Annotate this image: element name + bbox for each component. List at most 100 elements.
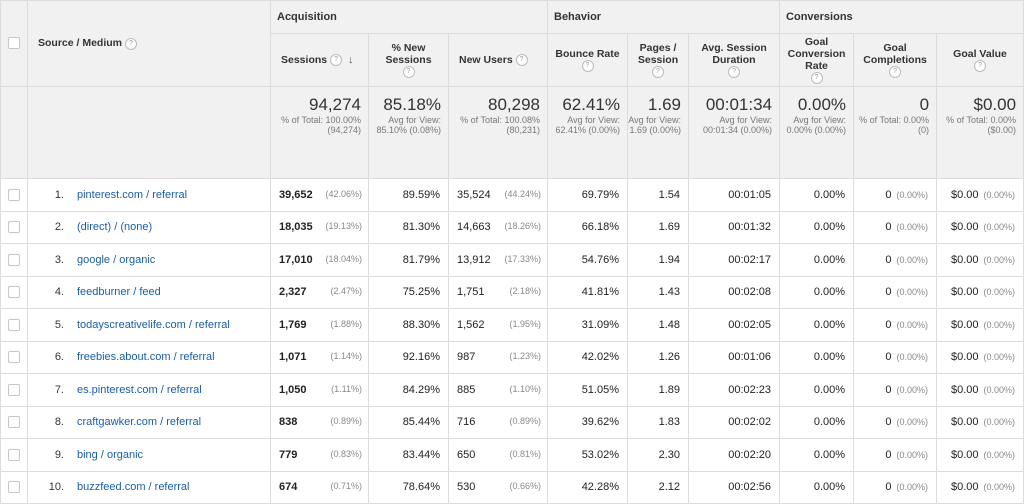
sessions-value: 18,035 bbox=[279, 221, 313, 234]
help-icon[interactable]: ? bbox=[728, 66, 741, 79]
avg-duration-label: Avg. Session Duration bbox=[701, 41, 767, 66]
help-icon[interactable]: ? bbox=[810, 72, 823, 85]
bounce-rate-value: 69.79% bbox=[547, 178, 628, 212]
sessions-value: 1,769 bbox=[279, 318, 307, 331]
goal-completions-cell: 0 (0.00%) bbox=[853, 243, 938, 277]
pages-session-value: 2.30 bbox=[627, 438, 689, 472]
goal-value-pct: (0.00%) bbox=[983, 482, 1016, 493]
table-row: 5. todayscreativelife.com / referral 1,76… bbox=[0, 308, 1024, 342]
row-checkbox[interactable] bbox=[8, 286, 20, 299]
new-sessions-value: 92.16% bbox=[368, 340, 449, 374]
source-medium-link[interactable]: (direct) / (none) bbox=[77, 221, 153, 234]
help-icon[interactable]: ? bbox=[974, 60, 987, 73]
source-medium-link[interactable]: google / organic bbox=[77, 253, 156, 266]
new-sessions-value: 81.79% bbox=[368, 243, 449, 277]
bounce-rate-header[interactable]: Bounce Rate ? bbox=[547, 33, 628, 87]
help-icon[interactable]: ? bbox=[330, 54, 343, 67]
pages-session-value: 1.94 bbox=[627, 243, 689, 277]
row-index: 7. bbox=[54, 383, 64, 396]
source-medium-link[interactable]: es.pinterest.com / referral bbox=[77, 383, 202, 396]
bounce-rate-value: 41.81% bbox=[547, 275, 628, 309]
row-index: 10. bbox=[48, 481, 64, 494]
new-users-cell: 716 (0.89%) bbox=[448, 405, 548, 439]
source-medium-link[interactable]: todayscreativelife.com / referral bbox=[77, 318, 230, 331]
goal-value-pct: (0.00%) bbox=[983, 254, 1016, 265]
new-users-value: 1,751 bbox=[457, 286, 485, 299]
row-checkbox[interactable] bbox=[8, 188, 20, 201]
total-new-users: 80,298% of Total: 100.08% (80,231) bbox=[448, 86, 548, 179]
goal-completions-value: 0 bbox=[885, 253, 892, 266]
group-conversions: Conversions bbox=[779, 0, 1024, 34]
source-medium-link[interactable]: pinterest.com / referral bbox=[77, 188, 188, 201]
goal-conv-rate-header[interactable]: Goal Conversion Rate ? bbox=[779, 33, 855, 87]
row-checkbox[interactable] bbox=[8, 416, 20, 429]
source-medium-link[interactable]: feedburner / feed bbox=[77, 286, 161, 299]
goal-completions-cell: 0 (0.00%) bbox=[853, 275, 938, 309]
pages-session-header[interactable]: Pages / Session ? bbox=[627, 33, 689, 87]
sessions-cell: 39,652 (42.06%) bbox=[270, 178, 369, 212]
total-goal-conv-rate-value: 0.00% bbox=[797, 95, 847, 114]
select-all-checkbox[interactable] bbox=[8, 37, 20, 50]
row-checkbox-cell bbox=[0, 178, 28, 212]
total-goal-value-sub: % of Total: 0.00% ($0.00) bbox=[946, 115, 1017, 135]
help-icon[interactable]: ? bbox=[402, 66, 415, 79]
source-medium-link[interactable]: craftgawker.com / referral bbox=[77, 416, 202, 429]
row-checkbox[interactable] bbox=[8, 351, 20, 364]
total-sessions-sub: % of Total: 100.00% (94,274) bbox=[281, 115, 361, 135]
bounce-rate-value: 66.18% bbox=[547, 210, 628, 244]
source-medium-link[interactable]: bing / organic bbox=[77, 448, 144, 461]
new-users-header[interactable]: New Users ? bbox=[448, 33, 548, 87]
goal-value-cell: $0.00 (0.00%) bbox=[936, 405, 1024, 439]
help-icon[interactable]: ? bbox=[889, 66, 902, 79]
goal-value-value: $0.00 bbox=[950, 286, 979, 299]
row-checkbox[interactable] bbox=[8, 221, 20, 234]
help-icon[interactable]: ? bbox=[515, 54, 528, 67]
new-users-pct: (1.95%) bbox=[509, 318, 541, 329]
row-checkbox[interactable] bbox=[8, 318, 20, 331]
total-goal-conv-rate-sub: Avg for View: 0.00% (0.00%) bbox=[786, 115, 847, 135]
source-medium-link[interactable]: buzzfeed.com / referral bbox=[77, 481, 190, 494]
new-sessions-header[interactable]: % New Sessions ? bbox=[368, 33, 449, 87]
goal-value-pct: (0.00%) bbox=[983, 319, 1016, 330]
bounce-rate-value: 51.05% bbox=[547, 373, 628, 407]
row-index: 9. bbox=[54, 448, 64, 461]
source-cell: 5. todayscreativelife.com / referral bbox=[27, 308, 271, 342]
avg-duration-value: 00:02:20 bbox=[687, 438, 781, 472]
new-users-label: New Users bbox=[459, 53, 513, 66]
new-users-value: 650 bbox=[457, 448, 476, 461]
row-checkbox[interactable] bbox=[8, 253, 20, 266]
new-users-pct: (17.33%) bbox=[504, 253, 541, 264]
avg-duration-header[interactable]: Avg. Session Duration ? bbox=[687, 33, 781, 87]
goal-value-cell: $0.00 (0.00%) bbox=[936, 340, 1024, 374]
select-all-cell bbox=[0, 0, 28, 87]
goal-completions-cell: 0 (0.00%) bbox=[853, 340, 938, 374]
row-checkbox[interactable] bbox=[8, 481, 20, 494]
avg-duration-value: 00:02:08 bbox=[687, 275, 781, 309]
goal-value-cell: $0.00 (0.00%) bbox=[936, 210, 1024, 244]
source-medium-link[interactable]: freebies.about.com / referral bbox=[77, 351, 215, 364]
bounce-rate-value: 42.28% bbox=[547, 470, 628, 504]
new-users-pct: (0.89%) bbox=[509, 416, 541, 427]
total-new-sessions: 85.18% Avg for View: 85.10% (0.08%) bbox=[368, 86, 449, 179]
sort-descending-icon[interactable]: ↓ bbox=[347, 54, 354, 67]
sessions-cell: 17,010 (18.04%) bbox=[270, 243, 369, 277]
goal-completions-header[interactable]: Goal Completions ? bbox=[853, 33, 938, 87]
help-icon[interactable]: ? bbox=[124, 37, 137, 50]
goal-completions-cell: 0 (0.00%) bbox=[853, 373, 938, 407]
help-icon[interactable]: ? bbox=[652, 66, 664, 79]
sessions-header[interactable]: Sessions ? ↓ bbox=[270, 33, 369, 87]
goal-conv-rate-value: 0.00% bbox=[779, 438, 855, 472]
help-icon[interactable]: ? bbox=[581, 60, 594, 73]
new-users-cell: 35,524 (44.24%) bbox=[448, 178, 548, 212]
goal-completions-value: 0 bbox=[885, 286, 892, 299]
new-sessions-value: 85.44% bbox=[368, 405, 449, 439]
goal-value-header[interactable]: Goal Value ? bbox=[936, 33, 1024, 87]
new-users-value: 987 bbox=[457, 351, 476, 364]
new-users-pct: (1.23%) bbox=[509, 351, 541, 362]
source-cell: 4. feedburner / feed bbox=[27, 275, 271, 309]
goal-value-value: $0.00 bbox=[950, 221, 979, 234]
source-medium-header[interactable]: Source / Medium ? bbox=[27, 0, 271, 87]
row-checkbox[interactable] bbox=[8, 383, 20, 396]
row-checkbox[interactable] bbox=[8, 448, 20, 461]
table-row: 7. es.pinterest.com / referral 1,050 (1.11… bbox=[0, 373, 1024, 407]
